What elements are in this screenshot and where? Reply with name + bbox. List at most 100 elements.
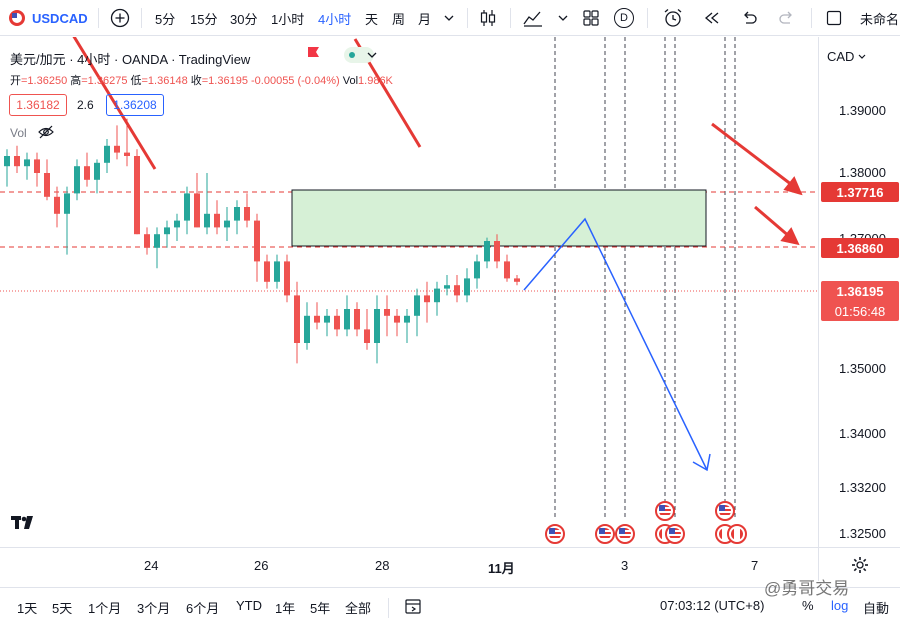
auto-scale-toggle[interactable]: 自動 [863,601,890,616]
chart-type-button[interactable] [478,0,498,36]
interval-1h[interactable]: 1小时 [271,11,305,27]
indicators-button[interactable] [522,0,544,36]
candle-body [274,261,280,282]
us-event-flag-icon[interactable] [545,524,565,544]
candle-body [94,162,100,180]
range-6m[interactable]: 6个月 [186,601,220,616]
interval-dropdown[interactable] [443,0,455,36]
alert-button[interactable] [662,0,684,36]
candle-body [104,145,110,163]
candle-body [374,309,380,343]
interval-1mo[interactable]: 月 [418,11,432,27]
clock-readout[interactable]: 07:03:12 (UTC+8) [660,598,765,613]
price-axis[interactable]: CAD 1.39000 1.38000 1.37000 1.35000 1.34… [818,37,900,547]
interval-30m[interactable]: 30分 [230,11,258,27]
candle [344,295,350,337]
range-all[interactable]: 全部 [345,601,372,616]
chart-pane[interactable]: 美元/加元 · 4小时 · OANDA · TradingView 开=1.36… [0,16,818,547]
level-price-lower[interactable]: 1.36860 [821,238,899,258]
ask-button[interactable]: 1.36208 [106,94,164,116]
us-event-flag-icon[interactable] [665,524,685,544]
range-3m[interactable]: 3个月 [137,601,171,616]
market-status-icon[interactable] [344,47,374,66]
resistance-zone[interactable] [291,189,707,247]
bottom-toolbar: 1天 5天 1个月 3个月 6个月 YTD 1年 5年 全部 07:03:12 … [0,587,900,626]
us-event-flag-icon[interactable] [615,524,635,544]
candle-body [14,156,20,167]
us-event-flag-icon[interactable] [655,501,675,521]
candle [334,309,340,337]
time-tick: 28 [375,558,390,573]
interval-15m[interactable]: 15分 [190,11,218,27]
chart-settings-button[interactable] [818,547,900,581]
candle [224,207,230,241]
redo-button[interactable] [778,0,796,36]
range-1y[interactable]: 1年 [275,601,296,616]
candle-body [34,159,40,173]
candle [374,295,380,364]
hide-volume-button[interactable] [38,125,54,142]
projection-path[interactable] [523,217,708,471]
low-label: 低 [130,75,142,87]
flag-icon[interactable] [306,46,320,63]
candle [154,227,160,269]
candle [24,152,30,180]
candle [14,145,20,173]
price-tick: 1.33200 [839,480,886,495]
ca-event-flag-icon[interactable] [727,524,747,544]
replay-button[interactable] [703,0,721,36]
candle-body [314,315,320,323]
candle-body [254,220,260,262]
interval-4h[interactable]: 4小时 [318,11,352,27]
interval-1d[interactable]: 天 [365,11,379,27]
projection-arrowhead [692,453,711,472]
percent-scale-toggle[interactable]: % [802,598,814,613]
time-tick: 26 [254,558,269,573]
candle-body [364,329,370,343]
currency-selector[interactable]: CAD [827,49,866,64]
high-value: =1.36275 [81,75,128,87]
bid-button[interactable]: 1.36182 [9,94,67,116]
more-icon[interactable] [366,49,378,64]
candle [144,227,150,255]
time-tick: 11月 [488,561,515,576]
candle-body [234,207,240,221]
candle-body [294,295,300,343]
layout-name-button[interactable]: 未命名 [826,0,899,36]
candles-icon [480,10,496,26]
candle-body [54,196,60,214]
range-5y[interactable]: 5年 [310,601,331,616]
interval-5m[interactable]: 5分 [155,11,176,27]
us-event-flag-icon[interactable] [715,501,735,521]
range-1d[interactable]: 1天 [17,601,38,616]
tradingview-logo[interactable] [10,513,40,538]
date-range-button[interactable] [404,597,422,618]
undo-button[interactable] [740,0,758,36]
candle [484,237,490,269]
price-chart[interactable] [0,16,818,547]
range-ytd[interactable]: YTD [236,598,262,613]
candle-body [394,315,400,323]
alarm-clock-icon [664,9,682,27]
range-1m[interactable]: 1个月 [88,601,122,616]
currency-flag-icon [9,10,25,26]
range-5d[interactable]: 5天 [52,601,73,616]
time-axis[interactable]: 24 26 28 11月 3 7 [0,547,818,581]
interval-1w[interactable]: 周 [392,11,406,27]
symbol-search[interactable]: USDCAD [8,0,88,36]
compare-symbol-button[interactable] [110,0,130,36]
log-scale-toggle[interactable]: log [831,598,849,613]
us-event-flag-icon[interactable] [595,524,615,544]
candle [424,281,430,323]
candle-body [214,213,220,228]
candle [64,186,70,255]
indicators-dropdown[interactable] [557,0,569,36]
volume-indicator-label[interactable]: Vol [10,126,27,140]
candle [54,186,60,228]
series-title[interactable]: 美元/加元 · 4小时 · OANDA · TradingView [10,52,251,67]
template-button[interactable]: D [614,0,634,36]
candle-body [284,261,290,296]
candle-body [324,315,330,323]
layouts-button[interactable] [582,0,600,36]
level-price-upper[interactable]: 1.37716 [821,182,899,202]
